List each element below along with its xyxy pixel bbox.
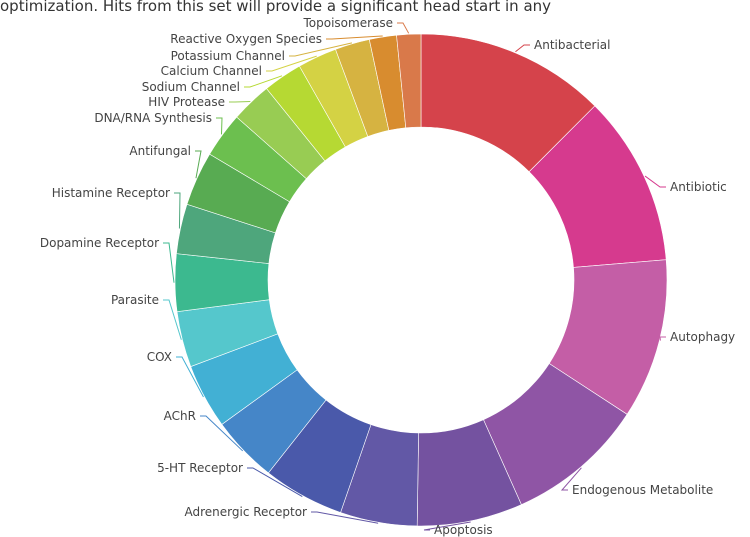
leader-line-parasite xyxy=(163,299,182,340)
leader-line-cox xyxy=(176,356,204,398)
leader-line-endogenous-metabolite xyxy=(560,467,582,491)
leader-line-autophagy xyxy=(659,336,666,341)
label-achr: AChR xyxy=(164,409,196,423)
label-antibacterial: Antibacterial xyxy=(534,38,610,52)
label-adrenergic-receptor: Adrenergic Receptor xyxy=(184,505,307,519)
label-histamine-receptor: Histamine Receptor xyxy=(52,186,170,200)
label-sodium-channel: Sodium Channel xyxy=(142,80,240,94)
label-dopamine-receptor: Dopamine Receptor xyxy=(40,236,159,250)
leader-line-achr xyxy=(200,415,244,452)
label-calcium-channel: Calcium Channel xyxy=(161,64,262,78)
label-topoisomerase: Topoisomerase xyxy=(302,16,393,30)
label-5-ht-receptor: 5-HT Receptor xyxy=(157,461,243,475)
leader-line-dna-rna-synthesis xyxy=(216,117,223,135)
leader-line-antibiotic xyxy=(644,175,666,188)
label-endogenous-metabolite: Endogenous Metabolite xyxy=(572,483,713,497)
slice-topoisomerase[interactable] xyxy=(396,33,422,129)
label-reactive-oxygen-species: Reactive Oxygen Species xyxy=(170,32,322,46)
leader-line-sodium-channel xyxy=(244,75,283,88)
leader-line-reactive-oxygen-species xyxy=(326,35,383,40)
label-apoptosis: Apoptosis xyxy=(434,523,493,537)
leader-line-antibacterial xyxy=(515,44,530,53)
label-hiv-protease: HIV Protease xyxy=(148,95,225,109)
leader-line-histamine-receptor xyxy=(174,192,181,229)
leader-line-potassium-channel xyxy=(289,42,353,57)
intro-text: optimization. Hits from this set will pr… xyxy=(0,0,552,15)
leader-line-dopamine-receptor xyxy=(163,242,175,283)
leader-line-calcium-channel xyxy=(266,55,317,72)
leader-line-hiv-protease xyxy=(229,100,251,103)
leader-line-antifungal xyxy=(195,150,202,179)
label-dna-rna-synthesis: DNA/RNA Synthesis xyxy=(94,111,212,125)
label-potassium-channel: Potassium Channel xyxy=(171,49,285,63)
label-antibiotic: Antibiotic xyxy=(670,180,727,194)
label-cox: COX xyxy=(147,350,172,364)
leader-line-apoptosis xyxy=(423,521,471,531)
label-antifungal: Antifungal xyxy=(129,144,191,158)
label-parasite: Parasite xyxy=(111,293,159,307)
leader-line-adrenergic-receptor xyxy=(311,511,379,524)
label-autophagy: Autophagy xyxy=(670,330,735,344)
leader-line-5-ht-receptor xyxy=(247,467,303,498)
leader-line-topoisomerase xyxy=(397,22,410,34)
